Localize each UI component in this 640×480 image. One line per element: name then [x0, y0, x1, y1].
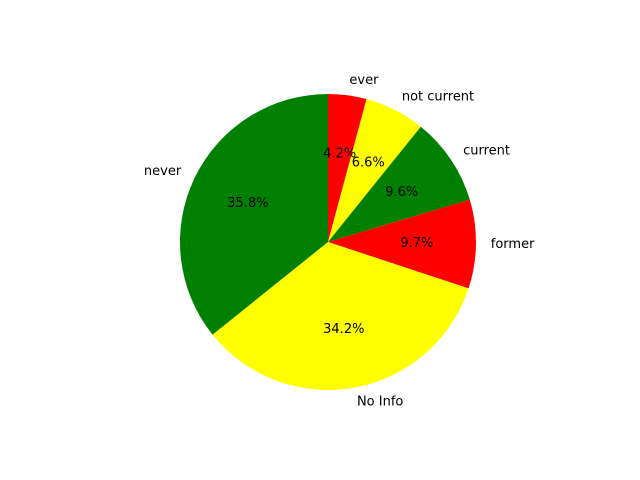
slice-label-never: never — [144, 164, 182, 179]
pie-slices — [179, 94, 476, 391]
slice-pct-never: 35.8% — [227, 196, 268, 211]
slice-pct-ever: 4.2% — [323, 146, 356, 161]
pie-slice-never — [179, 94, 328, 335]
pie-slice-not-current — [328, 99, 421, 242]
slice-label-no-info: No Info — [357, 395, 403, 410]
slice-label-ever: ever — [349, 73, 379, 88]
pie-slice-no-info — [212, 242, 469, 391]
pie-labels: ever 4.2% not current 6.6% current 9.6% former… — [144, 73, 535, 410]
slice-pct-current: 9.6% — [385, 185, 418, 200]
slice-label-current: current — [463, 144, 510, 159]
slice-pct-not-current: 6.6% — [352, 155, 385, 170]
slice-pct-no-info: 34.2% — [323, 322, 364, 337]
pie-slice-current — [328, 126, 470, 242]
pie-slice-ever — [328, 94, 367, 242]
pie-slice-former — [328, 199, 476, 289]
slice-label-not-current: not current — [402, 89, 474, 104]
slice-label-former: former — [491, 237, 535, 252]
slice-pct-former: 9.7% — [400, 236, 433, 251]
